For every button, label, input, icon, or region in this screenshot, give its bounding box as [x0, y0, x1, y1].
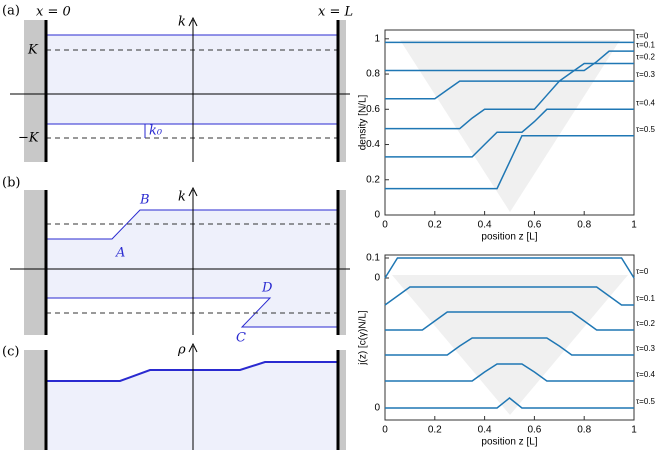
y-tick-label: 0.6 — [366, 104, 380, 115]
series-line — [385, 50, 634, 72]
arrow — [188, 186, 198, 197]
panel-b: (b) k A B C D — [2, 176, 350, 346]
density-profile — [46, 361, 338, 382]
x-axis-label: position z [L] — [481, 232, 537, 243]
axis-label: k — [178, 190, 186, 205]
fermi-edge — [46, 209, 338, 240]
y-tick-label: 0 — [374, 273, 380, 284]
panel-a: (a) x = 0 x = L k K −K k₀ — [2, 4, 353, 162]
x-tick-label: 0.8 — [577, 220, 591, 231]
series-line — [385, 80, 634, 130]
x-tick-label: 0 — [382, 425, 388, 436]
y-tick-label: 0.2 — [366, 174, 380, 185]
plot-frame — [384, 29, 635, 216]
series-label: τ=0.5 — [636, 397, 656, 406]
series-label: τ=0.1 — [636, 294, 656, 303]
axis-label: k — [178, 15, 186, 30]
x-tick-label: 0.8 — [577, 425, 591, 436]
series-line — [385, 397, 634, 409]
series-label: τ=0.1 — [636, 40, 656, 49]
wall — [338, 350, 346, 450]
series-line — [385, 134, 634, 190]
x-tick-label: 0.4 — [478, 220, 492, 231]
series-label: τ=0 — [636, 31, 649, 40]
series-line — [385, 337, 634, 356]
arrow — [188, 342, 198, 353]
x-tick-label: 0.2 — [428, 425, 442, 436]
arrow — [188, 16, 198, 27]
y-tick-label: 0 — [374, 403, 380, 414]
series-line — [384, 286, 634, 306]
wall — [338, 20, 346, 162]
y-tick-label: 0.1 — [366, 253, 380, 264]
panel-label: (b) — [2, 176, 20, 191]
y-tick-label: 0.4 — [366, 139, 380, 150]
point-label: D — [261, 281, 273, 296]
x-tick-label: 1 — [631, 425, 637, 436]
series-label: τ=0.2 — [636, 53, 656, 62]
y-axis-label: j(z) [c(γ)N/L] — [358, 310, 369, 366]
x-tick-label: 0.4 — [478, 425, 492, 436]
point-label: A — [115, 246, 125, 261]
series-line — [385, 62, 634, 100]
wall — [24, 20, 46, 162]
x-tick-label: 0.6 — [527, 425, 541, 436]
y-axis-label: density [N/L] — [358, 94, 369, 150]
series-line — [385, 108, 634, 158]
series-label: τ=0.2 — [636, 319, 656, 328]
series-line — [385, 363, 634, 382]
y-tick-label: 1 — [374, 33, 380, 44]
x-left-label: x = 0 — [36, 5, 71, 20]
x-axis-label: position z [L] — [481, 437, 537, 448]
light-cone — [400, 40, 620, 212]
series-line — [384, 257, 635, 279]
series-line — [385, 311, 634, 331]
panel-label: (a) — [2, 4, 20, 19]
shift-label: k₀ — [149, 124, 163, 139]
panel-label: (c) — [2, 345, 19, 360]
y-tick-label: 0.8 — [366, 69, 380, 80]
panel-c: (c) ρ — [2, 342, 346, 450]
x-tick-label: 0 — [382, 220, 388, 231]
series-label: τ=0.3 — [636, 344, 656, 353]
series-label: τ=0 — [636, 267, 649, 276]
axis-label: ρ — [177, 343, 186, 358]
x-tick-label: 0.2 — [428, 220, 442, 231]
wall — [338, 190, 346, 335]
series-label: τ=0.3 — [636, 70, 656, 79]
series-label: τ=0.5 — [636, 125, 656, 134]
y-tick-label: 0 — [374, 210, 380, 221]
x-right-label: x = L — [318, 5, 353, 20]
density-fill — [46, 362, 338, 450]
level-label: K — [27, 43, 39, 58]
plot-frame — [384, 254, 635, 421]
light-cone — [392, 275, 628, 415]
wall — [24, 350, 46, 450]
series-label: τ=0.4 — [636, 98, 656, 107]
point-label: C — [236, 331, 246, 346]
x-tick-label: 1 — [631, 220, 637, 231]
level-label: −K — [18, 131, 40, 146]
series-label: τ=0.4 — [636, 370, 656, 379]
point-label: B — [139, 193, 150, 208]
fermi-sea — [46, 35, 338, 124]
wall — [24, 190, 46, 335]
x-tick-label: 0.6 — [527, 220, 541, 231]
